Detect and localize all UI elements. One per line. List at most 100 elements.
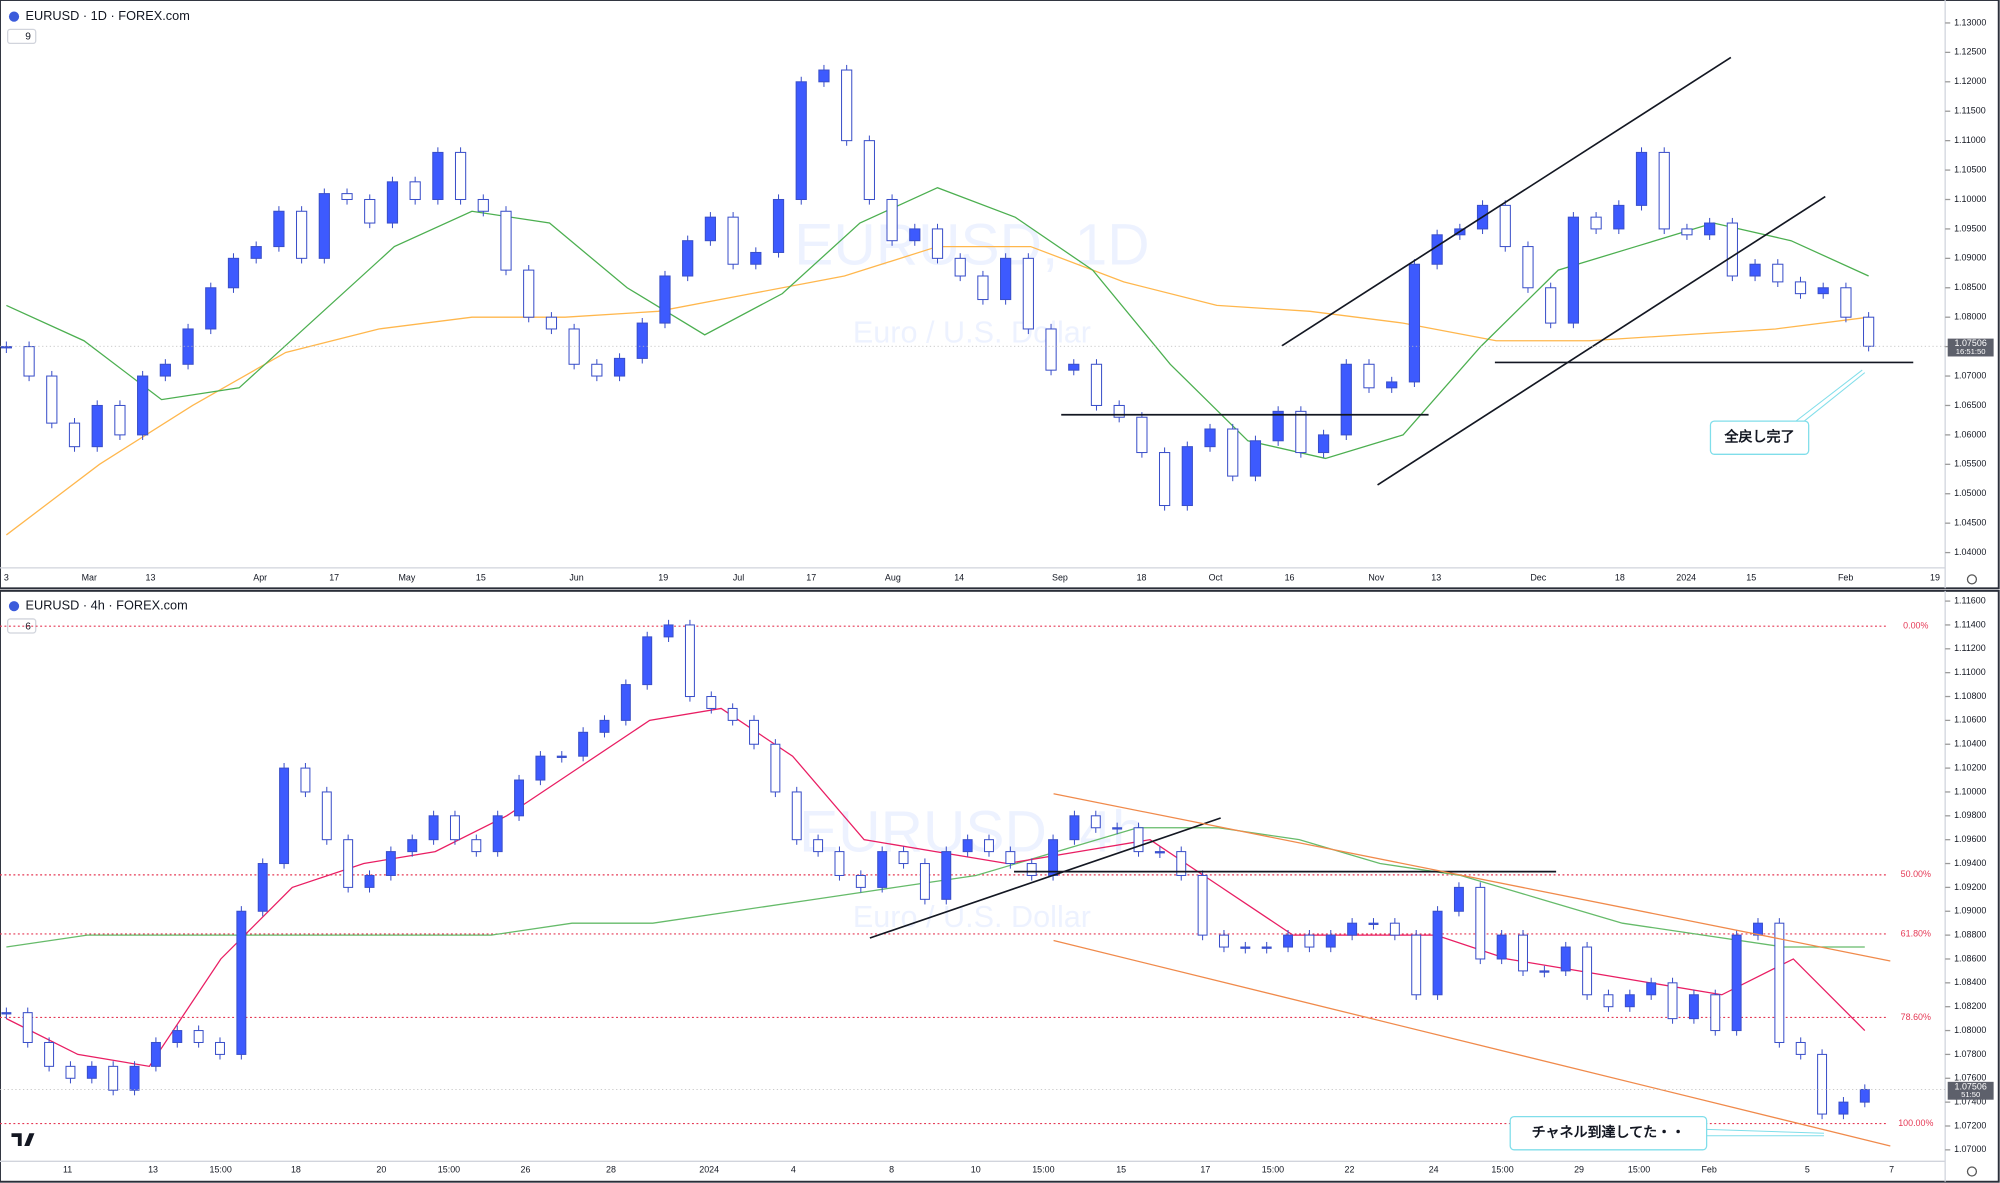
callout-pointer (1706, 1128, 1824, 1134)
y-tick-label: 1.11600 (1954, 595, 1986, 605)
tradingview-logo[interactable] (11, 1133, 35, 1146)
candle-body (386, 181, 399, 224)
candle-body (343, 839, 354, 888)
symbol-header[interactable]: EURUSD · 4h · FOREX.com (26, 598, 188, 613)
candle-body (545, 316, 558, 330)
candle-body (954, 257, 966, 277)
candle-body (1197, 874, 1208, 936)
candle-body (1432, 910, 1443, 996)
candle-body (1158, 452, 1171, 507)
x-tick-label: 11 (63, 1165, 72, 1175)
candle-body (1227, 428, 1239, 477)
x-tick-label: Feb (1701, 1165, 1716, 1175)
x-tick-label: 17 (329, 572, 339, 582)
x-tick-label: 7 (1889, 1165, 1894, 1175)
y-tick-label: 1.07200 (1954, 1120, 1986, 1130)
x-tick-label: 18 (1615, 572, 1625, 582)
candle-body (1112, 827, 1123, 830)
x-tick-label: 10 (971, 1165, 981, 1175)
candle-body (886, 198, 898, 242)
candle-body (318, 193, 330, 259)
candle-body (108, 1065, 119, 1091)
channel-line (1053, 939, 1891, 1147)
candle-body (1317, 434, 1330, 454)
candle-body (1090, 815, 1101, 829)
indicator-count[interactable]: 6 (25, 621, 31, 632)
y-tick-label: 1.07000 (1954, 370, 1986, 380)
candle-body (1681, 228, 1693, 236)
x-tick-label: 20 (376, 1165, 386, 1175)
candle-body (449, 815, 460, 841)
x-tick-label: 29 (1574, 1165, 1584, 1175)
candle-body (65, 1065, 76, 1079)
candle-body (129, 1065, 140, 1091)
candle-body (454, 151, 467, 201)
fib-label: 61.80% (1901, 928, 1931, 938)
settings-icon[interactable] (1966, 574, 1978, 585)
indicator-count[interactable]: 9 (25, 32, 31, 43)
y-tick-label: 1.08600 (1954, 953, 1986, 963)
y-tick-label: 1.09000 (1954, 253, 1986, 263)
y-tick-label: 1.07000 (1954, 1144, 1986, 1154)
candle-body (1176, 851, 1187, 876)
candle-body (1000, 257, 1012, 301)
symbol-header[interactable]: EURUSD · 1D · FOREX.com (26, 8, 190, 23)
candle-body (471, 839, 482, 853)
y-tick-label: 1.10500 (1954, 164, 1986, 174)
y-tick-label: 1.08800 (1954, 929, 1986, 939)
candle-body (1518, 934, 1528, 972)
x-tick-label: 15:00 (438, 1165, 460, 1175)
candle-body (1774, 922, 1785, 1043)
candle-body (1603, 994, 1614, 1008)
indicator-toggle[interactable] (7, 28, 37, 45)
x-tick-label: 2024 (699, 1165, 719, 1175)
y-tick-label: 1.11200 (1954, 643, 1986, 653)
y-tick-label: 1.04500 (1954, 518, 1986, 528)
candle-body (1545, 287, 1557, 324)
x-tick-label: 24 (1429, 1165, 1439, 1175)
candle-body (1048, 839, 1059, 876)
candle-body (977, 275, 989, 301)
x-tick-label: 5 (1805, 1165, 1810, 1175)
candle-body (68, 422, 81, 448)
fib-label: 50.00% (1901, 869, 1931, 879)
x-tick-label: 18 (1137, 572, 1147, 582)
y-tick-label: 1.08000 (1954, 312, 1986, 322)
candle-body (1154, 851, 1165, 854)
candle-body (1295, 410, 1307, 454)
y-tick-label: 1.07400 (1954, 1096, 1986, 1106)
x-tick-label: 15:00 (1628, 1165, 1650, 1175)
x-tick-label: Dec (1530, 572, 1546, 582)
candle-body (898, 851, 909, 865)
x-tick-label: Nov (1368, 572, 1384, 582)
channel-line (1053, 793, 1891, 962)
candle-body (1658, 151, 1670, 230)
candle-body (1840, 287, 1852, 318)
candle-body (1582, 946, 1593, 996)
settings-icon[interactable] (1966, 1166, 1978, 1177)
candle-body (23, 346, 35, 377)
candle-body (1646, 982, 1657, 996)
y-tick-label: 1.12000 (1954, 76, 1986, 86)
candle-body (727, 707, 738, 721)
x-tick-label: 13 (146, 572, 156, 582)
callout-box (1509, 1116, 1708, 1151)
x-tick-label: Jun (569, 572, 583, 582)
candle-body (1411, 934, 1422, 996)
candle-body (1496, 934, 1507, 960)
x-tick-label: 22 (1345, 1165, 1355, 1175)
candle-body (1475, 886, 1486, 960)
candle-body (159, 363, 171, 377)
candle-body (770, 743, 781, 793)
y-tick-label: 1.08500 (1954, 282, 1986, 292)
x-tick-label: 15:00 (210, 1165, 232, 1175)
candle-body (1749, 263, 1761, 277)
watermark: EURUSD, 4h (799, 799, 1145, 864)
candle-body (795, 81, 807, 201)
fib-label: 78.60% (1901, 1012, 1931, 1022)
last-price-tag (1947, 338, 1994, 357)
y-tick-label: 1.09200 (1954, 882, 1986, 892)
candle-body (919, 863, 930, 900)
x-tick-label: 14 (954, 572, 964, 582)
x-tick-label: 17 (1200, 1165, 1210, 1175)
